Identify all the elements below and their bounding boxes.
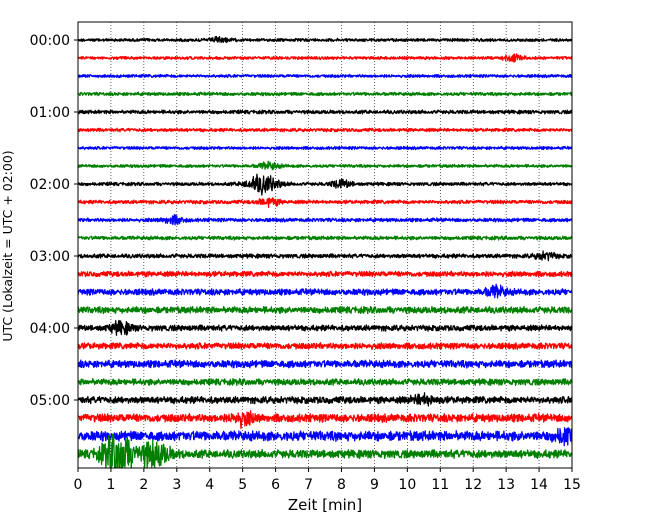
x-tick-label: 6 — [271, 477, 280, 493]
trace-0430 — [78, 359, 572, 369]
trace-0245 — [78, 235, 572, 241]
y-tick-label: 02:00 — [30, 177, 70, 193]
trace-0000 — [78, 35, 572, 44]
trace-0530 — [78, 427, 572, 447]
trace-0445 — [78, 377, 572, 386]
x-tick-label: 9 — [370, 477, 379, 493]
trace-0045 — [78, 91, 572, 97]
y-axis-label: UTC (Lokalzeit = UTC + 02:00) — [0, 150, 15, 341]
trace-0330 — [78, 283, 572, 299]
x-tick-label: 0 — [74, 477, 83, 493]
trace-0345 — [78, 305, 572, 315]
trace-0130 — [78, 145, 572, 151]
trace-0315 — [78, 270, 572, 278]
trace-0415 — [78, 342, 572, 351]
x-tick-label: 7 — [304, 477, 313, 493]
x-tick-label: 1 — [106, 477, 115, 493]
y-tick-label: 03:00 — [30, 249, 70, 265]
y-tick-label: 05:00 — [30, 393, 70, 409]
trace-0230 — [78, 214, 572, 226]
x-tick-label: 2 — [139, 477, 148, 493]
grid-lines — [110, 22, 540, 468]
trace-0115 — [78, 127, 572, 133]
x-axis-ticks: 0 1 2 3 4 5 6 7 8 9 10 11 12 13 14 15 — [74, 468, 581, 493]
trace-0545 — [78, 433, 572, 468]
y-tick-label: 00:00 — [30, 33, 70, 49]
trace-0400 — [78, 319, 572, 336]
trace-0500 — [78, 392, 572, 407]
trace-0100 — [78, 109, 572, 115]
x-tick-label: 12 — [464, 477, 482, 493]
x-tick-label: 11 — [431, 477, 449, 493]
y-tick-label: 01:00 — [30, 105, 70, 121]
y-axis-ticks: 00:00 01:00 02:00 03:00 04:00 05:00 — [30, 33, 78, 409]
x-tick-label: 4 — [205, 477, 214, 493]
trace-0515 — [78, 410, 572, 430]
x-tick-label: 14 — [530, 477, 548, 493]
y-tick-label: 04:00 — [30, 321, 70, 337]
trace-0145 — [78, 160, 572, 171]
trace-layer — [78, 35, 572, 468]
x-tick-label: 15 — [563, 477, 581, 493]
x-tick-label: 8 — [337, 477, 346, 493]
trace-0015 — [78, 53, 572, 63]
plot-frame — [77, 21, 573, 469]
trace-0215 — [78, 197, 572, 208]
x-tick-label: 3 — [172, 477, 181, 493]
trace-0030 — [78, 73, 572, 79]
x-tick-label: 5 — [238, 477, 247, 493]
x-tick-label: 13 — [497, 477, 515, 493]
trace-0300 — [78, 250, 572, 262]
x-axis-label: Zeit [min] — [288, 496, 362, 514]
x-tick-label: 10 — [398, 477, 416, 493]
trace-0200 — [78, 173, 572, 196]
